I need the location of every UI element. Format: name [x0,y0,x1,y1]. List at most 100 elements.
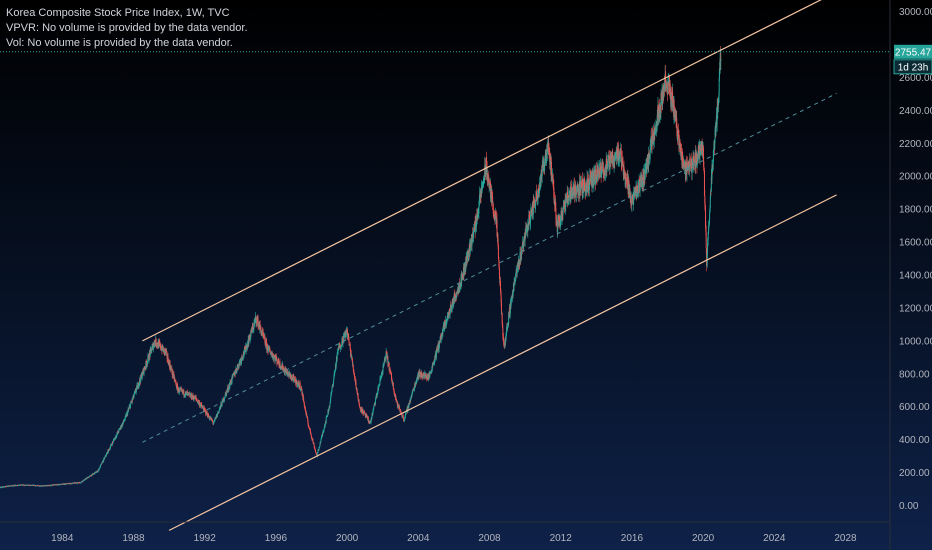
candle-body [71,483,73,485]
candle-body [266,342,268,350]
candle-body [483,177,485,179]
candle-body [456,290,458,295]
candle-body [357,393,359,400]
candle-body [353,371,355,375]
candle-body [320,440,322,444]
candle-body [148,360,150,362]
candle [446,319,448,326]
candle-body [12,485,14,487]
candle-body [186,392,188,395]
candle-body [348,341,350,346]
candle-body [73,483,75,484]
candle-body [338,346,340,351]
candle-body [395,397,397,400]
candle-body [171,368,173,373]
candle [348,338,350,346]
candle-body [331,391,333,393]
candle-body [337,350,339,352]
candle [420,371,422,377]
candle [240,359,242,366]
candle-body [473,228,475,229]
candle [402,413,404,419]
candle-body [260,326,262,331]
candle [357,393,359,400]
candle-body [307,422,309,425]
candle [165,347,167,356]
candle-body [473,230,475,231]
candle [219,407,221,411]
candle-body [278,363,280,365]
candle [283,366,285,373]
candle-body [471,237,473,246]
candle-body [287,372,289,375]
candle [548,142,550,159]
candle-body [508,312,510,325]
candle [429,370,431,379]
candle-body [361,408,363,410]
candle-body [78,482,80,484]
candle-body [391,375,393,381]
candle [266,346,268,354]
candle [382,362,384,375]
candle-body [154,340,156,342]
candle-body [463,271,465,276]
candle [507,322,509,331]
candle-body [236,370,238,372]
candle-body [201,404,203,407]
candle [535,184,537,202]
candle-body [446,321,448,323]
candle-body [333,373,335,375]
candle [148,349,150,362]
candle-body [343,333,345,336]
candle-body [446,320,448,322]
candle-body [254,320,256,323]
candle-body [174,379,176,381]
candle-body [551,175,553,181]
candle [97,469,99,473]
candle-body [197,402,199,403]
candle-body [370,419,372,423]
candle [226,389,228,397]
candle-body [236,367,238,371]
candle-body [106,453,108,455]
candle-body [486,161,488,169]
candle-body [181,389,183,393]
candle-body [123,420,125,422]
candle [358,398,360,405]
candle-body [358,400,360,405]
candle [505,333,507,339]
candle [68,482,70,484]
candle-body [544,163,546,171]
candle [370,417,372,425]
candle-body [459,284,461,288]
candle-body [549,157,551,165]
candle [265,337,267,349]
candle [296,385,298,388]
candle-body [267,347,269,352]
candle-body [50,484,52,486]
candle-body [523,238,525,246]
candle-body [483,179,485,184]
candle-body [472,237,474,242]
candle [172,368,174,380]
candle-body [539,181,541,188]
candle [441,328,443,340]
candle-body [272,354,274,359]
candle-body [142,371,144,373]
candle-body [402,416,404,418]
candle [292,373,294,383]
candle [155,337,157,346]
candle-body [401,414,403,416]
candle-body [450,307,452,310]
candle [482,181,484,190]
candle-body [137,383,139,388]
candle-body [105,453,107,456]
candle [502,320,504,328]
candle-body [112,440,114,443]
candle-body [255,316,257,318]
candle-body [316,454,318,456]
candle-body [199,402,201,407]
candle-body [392,383,394,389]
candle-body [363,411,365,413]
